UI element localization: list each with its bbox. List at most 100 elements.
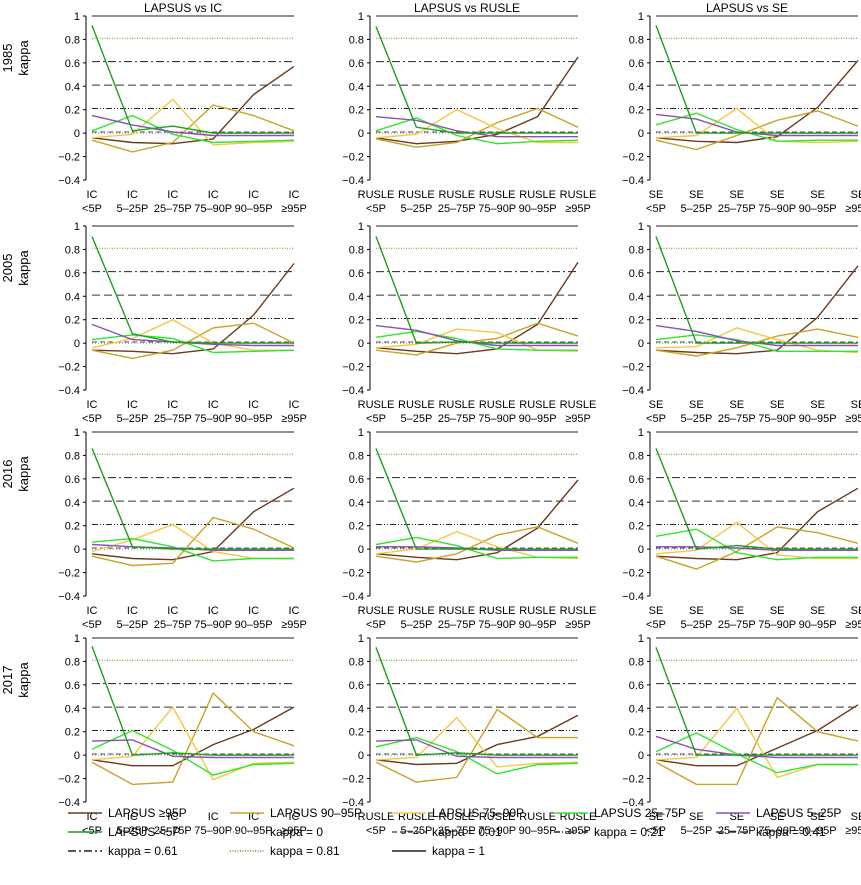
x-tick-label: 90–95P bbox=[519, 413, 557, 425]
legend-label: kappa = 0.81 bbox=[270, 844, 340, 858]
x-tick-prefix: IC bbox=[248, 605, 259, 617]
series-line bbox=[91, 322, 295, 360]
x-tick-prefix: RUSLE bbox=[479, 811, 516, 823]
y-tick-label: −0.4 bbox=[622, 591, 644, 603]
x-tick-label: 90–95P bbox=[799, 619, 837, 631]
x-tick-label: ≥95P bbox=[565, 825, 591, 837]
y-tick-label: −0.4 bbox=[58, 591, 80, 603]
series-line bbox=[91, 537, 294, 562]
legend-swatch bbox=[554, 812, 588, 814]
x-tick-prefix: RUSLE bbox=[358, 605, 395, 617]
y-tick-label: 0.2 bbox=[65, 315, 80, 327]
year-label: 2016 bbox=[0, 460, 15, 489]
y-tick-label: 0.2 bbox=[65, 105, 80, 117]
x-tick-label: ≥95P bbox=[845, 619, 861, 631]
x-tick-label: 5–25P bbox=[680, 619, 712, 631]
y-tick-label: 0.8 bbox=[349, 34, 364, 46]
year-label: 2005 bbox=[0, 254, 15, 283]
series-line bbox=[91, 98, 295, 146]
x-tick-label: 90–95P bbox=[799, 413, 837, 425]
series-line bbox=[375, 736, 579, 775]
series-line bbox=[91, 487, 295, 561]
y-tick-label: 1 bbox=[358, 427, 364, 439]
x-tick-label: ≥95P bbox=[281, 203, 307, 215]
y-tick-label: −0.2 bbox=[342, 362, 364, 374]
y-tick-label: −0.2 bbox=[622, 152, 644, 164]
series-line bbox=[375, 261, 579, 355]
x-tick-label: 25–75P bbox=[718, 203, 756, 215]
x-tick-prefix: RUSLE bbox=[398, 189, 435, 201]
legend-label: kappa = 0.21 bbox=[594, 825, 664, 839]
y-tick-label: −0.4 bbox=[622, 797, 644, 809]
series-line bbox=[91, 263, 295, 355]
x-tick-prefix: IC bbox=[87, 605, 98, 617]
y-tick-label: 0.8 bbox=[349, 450, 364, 462]
y-tick-label: 0.8 bbox=[349, 244, 364, 256]
legend-item: LAPSUS 25–75P bbox=[554, 806, 686, 820]
x-tick-prefix: SE bbox=[649, 399, 664, 411]
y-tick-label: 0 bbox=[358, 338, 364, 350]
x-tick-label: 90–95P bbox=[519, 203, 557, 215]
panel-2016-rusle: 1 0.8 0.6 0.4 0.2 0 −0.2 −0.4 RUSLE <5P RUSLE 5–25P… bbox=[342, 427, 596, 631]
legend-swatch bbox=[230, 812, 264, 814]
x-tick-prefix: RUSLE bbox=[519, 189, 556, 201]
series-line bbox=[655, 521, 858, 560]
x-tick-label: ≥95P bbox=[845, 413, 861, 425]
x-tick-label: 90–95P bbox=[235, 203, 273, 215]
x-tick-label: 75–90P bbox=[194, 825, 232, 837]
x-tick-prefix: SE bbox=[851, 189, 861, 201]
x-tick-prefix: RUSLE bbox=[398, 811, 435, 823]
x-tick-label: 90–95P bbox=[519, 825, 557, 837]
series-line bbox=[91, 236, 294, 344]
y-tick-label: 0.4 bbox=[349, 703, 364, 715]
year-label: 2017 bbox=[0, 666, 15, 695]
series-line bbox=[91, 318, 294, 351]
x-tick-prefix: SE bbox=[810, 811, 825, 823]
x-tick-label: 90–95P bbox=[799, 203, 837, 215]
x-tick-label: ≥95P bbox=[281, 619, 307, 631]
y-tick-label: −0.2 bbox=[342, 152, 364, 164]
y-tick-label: 1 bbox=[74, 427, 80, 439]
legend-swatch bbox=[392, 831, 426, 833]
y-tick-label: 0.4 bbox=[349, 497, 364, 509]
y-tick-label: 1 bbox=[358, 633, 364, 645]
legend-label: kappa = 0.61 bbox=[108, 844, 178, 858]
series-line bbox=[91, 705, 295, 781]
legend-item: kappa = 0.61 bbox=[68, 844, 178, 858]
column-title: LAPSUS vs RUSLE bbox=[414, 1, 520, 15]
y-tick-label: 0 bbox=[74, 750, 80, 762]
y-tick-label: −0.2 bbox=[622, 774, 644, 786]
panel-2005-ic: 1 0.8 0.6 0.4 0.2 0 −0.2 −0.4 IC <5P IC 5–25P IC 25–7… bbox=[58, 221, 307, 425]
series-line bbox=[91, 516, 295, 567]
series-line bbox=[375, 108, 578, 144]
y-tick-label: 0.8 bbox=[629, 244, 644, 256]
series-line bbox=[375, 647, 578, 756]
y-tick-label: 1 bbox=[74, 633, 80, 645]
y-tick-label: −0.2 bbox=[58, 568, 80, 580]
x-tick-label: 25–75P bbox=[718, 825, 756, 837]
y-tick-label: 0.4 bbox=[65, 703, 80, 715]
x-tick-prefix: SE bbox=[810, 399, 825, 411]
x-tick-prefix: IC bbox=[87, 399, 98, 411]
y-tick-label: 1 bbox=[638, 427, 644, 439]
legend-item: kappa = 0.81 bbox=[230, 844, 340, 858]
legend-swatch bbox=[392, 850, 426, 852]
series-line bbox=[655, 236, 858, 344]
x-tick-prefix: RUSLE bbox=[398, 605, 435, 617]
y-tick-label: 0.4 bbox=[65, 497, 80, 509]
y-tick-label: 0.8 bbox=[629, 34, 644, 46]
x-tick-prefix: SE bbox=[689, 189, 704, 201]
x-tick-prefix: IC bbox=[167, 189, 178, 201]
x-tick-label: 90–95P bbox=[235, 825, 273, 837]
series-line bbox=[375, 536, 578, 560]
x-tick-label: ≥95P bbox=[565, 619, 591, 631]
x-tick-label: 75–90P bbox=[758, 619, 796, 631]
series-line bbox=[655, 448, 858, 550]
series-line bbox=[656, 546, 858, 551]
x-tick-prefix: IC bbox=[208, 811, 219, 823]
y-axis-label: kappa bbox=[16, 662, 31, 698]
legend-item: kappa = 1 bbox=[392, 844, 485, 858]
x-tick-prefix: IC bbox=[167, 605, 178, 617]
x-tick-label: 25–75P bbox=[438, 413, 476, 425]
legend-item: LAPSUS 90–95P bbox=[230, 806, 362, 820]
